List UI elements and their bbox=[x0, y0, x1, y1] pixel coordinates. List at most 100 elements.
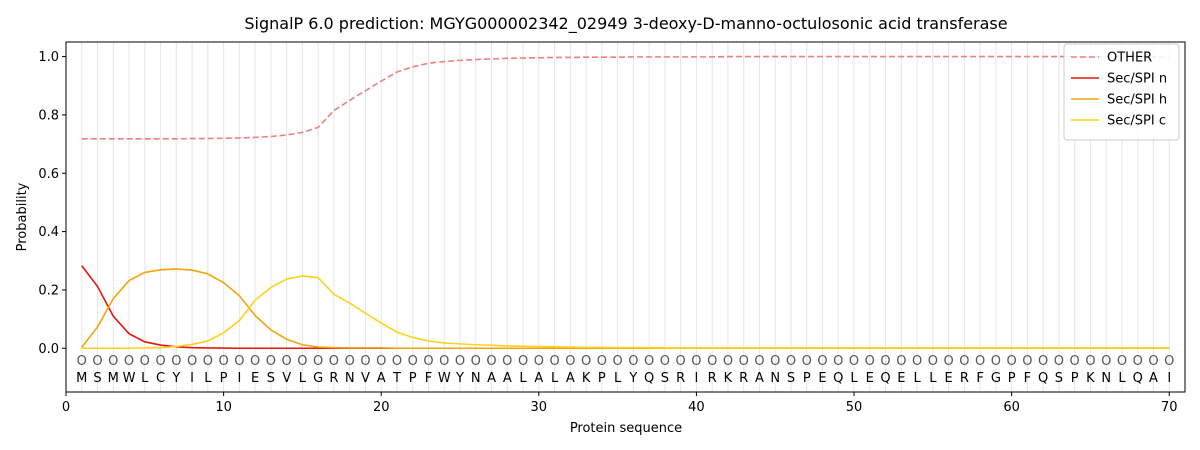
x-axis-ticks: 0 10 20 30 40 50 60 70 bbox=[62, 392, 1178, 415]
position-marker: O bbox=[928, 354, 938, 369]
residue-label: S bbox=[93, 371, 101, 386]
position-marker: O bbox=[108, 354, 118, 369]
residue-label: L bbox=[141, 371, 149, 386]
position-marker: O bbox=[613, 354, 623, 369]
position-marker: O bbox=[1007, 354, 1017, 369]
residue-label: A bbox=[534, 371, 543, 386]
x-tick-label: 20 bbox=[373, 400, 390, 415]
position-marker: O bbox=[266, 354, 276, 369]
position-marker: O bbox=[896, 354, 906, 369]
position-marker: O bbox=[1070, 354, 1080, 369]
residue-label: Y bbox=[455, 371, 464, 386]
x-axis-label: Protein sequence bbox=[570, 421, 682, 436]
residue-label: W bbox=[438, 371, 451, 386]
residue-label: R bbox=[960, 371, 969, 386]
residue-label: F bbox=[976, 371, 983, 386]
position-marker: O bbox=[124, 354, 134, 369]
residue-label: F bbox=[425, 371, 432, 386]
position-marker: O bbox=[408, 354, 418, 369]
position-marker: O bbox=[991, 354, 1001, 369]
legend-label: Sec/SPI n bbox=[1107, 72, 1167, 87]
position-marker: O bbox=[770, 354, 780, 369]
position-marker: O bbox=[140, 354, 150, 369]
residue-label: A bbox=[377, 371, 386, 386]
residue-label: S bbox=[661, 371, 669, 386]
position-marker: O bbox=[392, 354, 402, 369]
position-marker: O bbox=[77, 354, 87, 369]
legend: OTHER Sec/SPI n Sec/SPI h Sec/SPI c bbox=[1063, 43, 1180, 141]
position-marker: O bbox=[565, 354, 575, 369]
residue-label: N bbox=[471, 371, 481, 386]
position-marker: O bbox=[833, 354, 843, 369]
position-marker: O bbox=[439, 354, 449, 369]
position-marker: O bbox=[943, 354, 953, 369]
legend-box bbox=[1063, 43, 1180, 141]
residue-label: M bbox=[76, 371, 87, 386]
position-marker: O bbox=[1022, 354, 1032, 369]
residue-label: A bbox=[755, 371, 764, 386]
position-marker: O bbox=[597, 354, 607, 369]
position-marker: O bbox=[423, 354, 433, 369]
position-marker: O bbox=[518, 354, 528, 369]
x-tick-label: 60 bbox=[1003, 400, 1020, 415]
position-marker: O bbox=[817, 354, 827, 369]
x-tick-label: 70 bbox=[1161, 400, 1178, 415]
x-tick-label: 40 bbox=[688, 400, 705, 415]
position-marker: O bbox=[802, 354, 812, 369]
residue-label: E bbox=[818, 371, 826, 386]
residue-label: Q bbox=[1038, 371, 1048, 386]
residue-label: N bbox=[345, 371, 355, 386]
series-line-sec-spi-c bbox=[81, 275, 1170, 350]
position-marker: O bbox=[707, 354, 717, 369]
residue-label: P bbox=[1071, 371, 1079, 386]
position-marker: O bbox=[218, 354, 228, 369]
residue-label: G bbox=[313, 371, 323, 386]
residue-label: Q bbox=[880, 371, 890, 386]
legend-label: OTHER bbox=[1107, 51, 1152, 66]
chart-title: SignalP 6.0 prediction: MGYG000002342_02… bbox=[244, 14, 1007, 34]
residue-label: L bbox=[850, 371, 858, 386]
position-marker: O bbox=[486, 354, 496, 369]
residue-label: E bbox=[866, 371, 874, 386]
position-marker: O bbox=[1085, 354, 1095, 369]
x-tick-label: 10 bbox=[215, 400, 232, 415]
y-tick-label: 0.6 bbox=[38, 167, 59, 182]
residue-label: K bbox=[1086, 371, 1095, 386]
position-marker: O bbox=[691, 354, 701, 369]
y-axis-ticks: 0.0 0.2 0.4 0.6 0.8 1.0 bbox=[38, 50, 66, 357]
residue-label: L bbox=[299, 371, 307, 386]
residue-label: A bbox=[503, 371, 512, 386]
position-marker: O bbox=[1054, 354, 1064, 369]
residue-label: K bbox=[582, 371, 591, 386]
residue-label: Q bbox=[644, 371, 654, 386]
position-marker: O bbox=[581, 354, 591, 369]
position-marker: O bbox=[1133, 354, 1143, 369]
x-tick-label: 50 bbox=[846, 400, 863, 415]
position-marker: O bbox=[549, 354, 559, 369]
residue-label: C bbox=[156, 371, 165, 386]
position-marker: O bbox=[345, 354, 355, 369]
residue-label: M bbox=[108, 371, 119, 386]
position-marker: O bbox=[502, 354, 512, 369]
position-marker: O bbox=[1038, 354, 1048, 369]
residue-label: Q bbox=[833, 371, 843, 386]
residue-label: A bbox=[487, 371, 496, 386]
residue-label: P bbox=[598, 371, 606, 386]
position-marker: O bbox=[754, 354, 764, 369]
residue-label: L bbox=[913, 371, 921, 386]
residue-label: L bbox=[551, 371, 559, 386]
y-tick-label: 0.4 bbox=[38, 225, 59, 240]
legend-label: Sec/SPI c bbox=[1107, 114, 1166, 129]
position-marker: O bbox=[1117, 354, 1127, 369]
residue-label: E bbox=[897, 371, 905, 386]
residue-label: A bbox=[1149, 371, 1158, 386]
series-line-other bbox=[81, 55, 1170, 140]
residue-label: G bbox=[991, 371, 1001, 386]
residue-label: I bbox=[190, 371, 194, 386]
position-marker: O bbox=[912, 354, 922, 369]
residue-label: P bbox=[220, 371, 228, 386]
x-tick-label: 0 bbox=[62, 400, 70, 415]
residue-label: N bbox=[770, 371, 780, 386]
